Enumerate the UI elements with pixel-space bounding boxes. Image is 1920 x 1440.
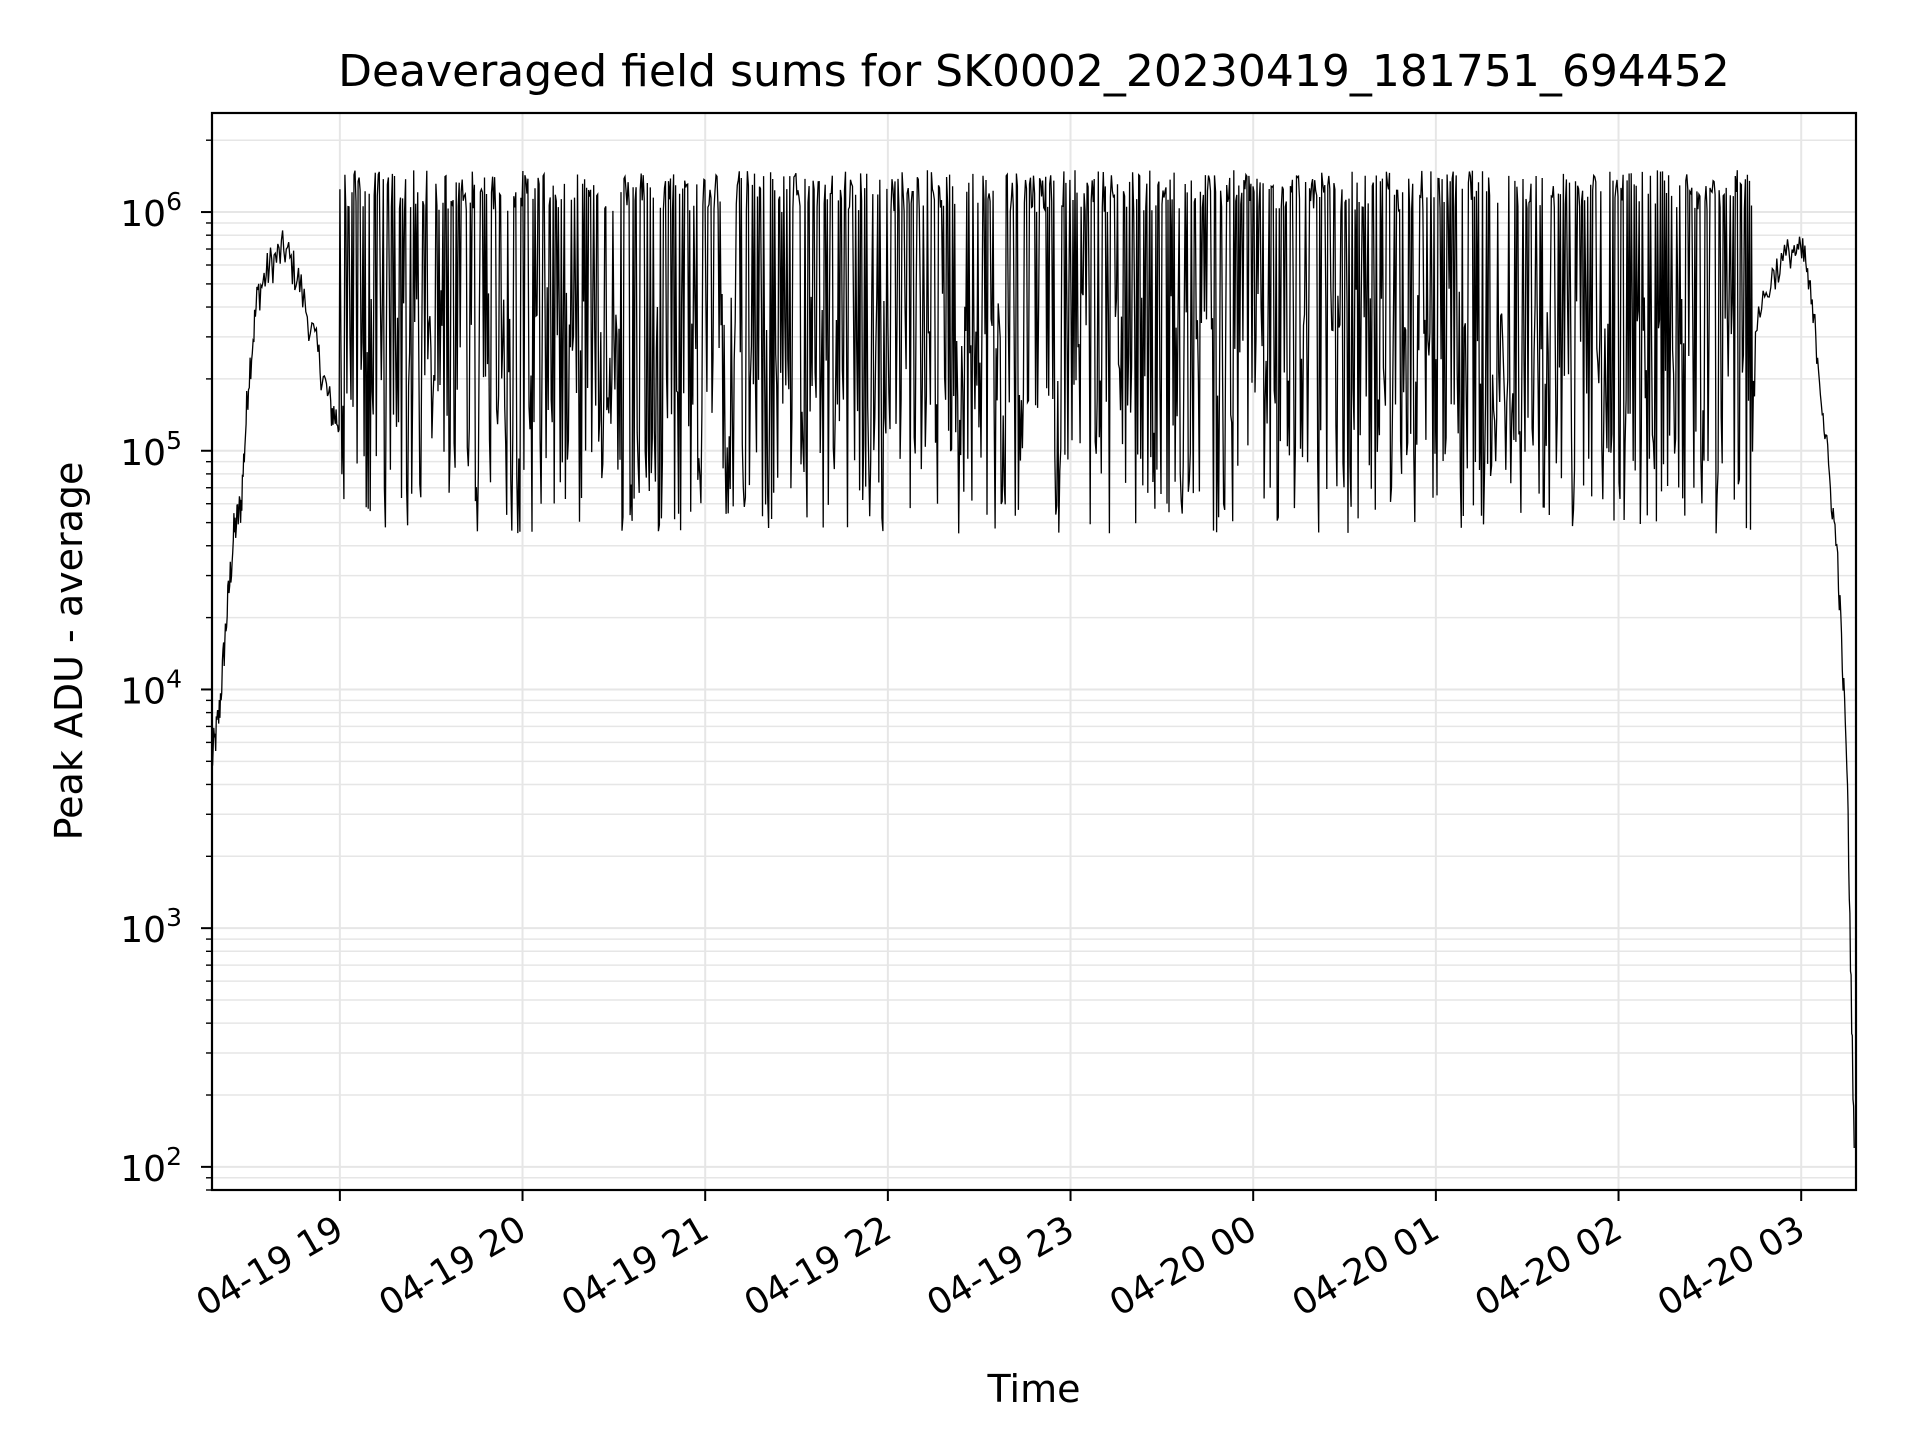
- grid: [212, 113, 1856, 1191]
- x-axis-label: Time: [987, 1367, 1081, 1411]
- series-group: [211, 170, 1855, 1149]
- x-tick-label: 04-20 03: [1651, 1208, 1812, 1324]
- x-axis: 04-19 19 04-19 20 04-19 21 04-19 22 04-19 23…: [190, 1190, 1812, 1325]
- plot-area-frame: [210, 111, 1858, 1192]
- x-tick-label: 04-20 01: [1286, 1208, 1447, 1324]
- y-tick-label: 103: [120, 903, 182, 951]
- y-axis: 102 103 104 105 106: [120, 139, 212, 1191]
- y-tick-label: 104: [120, 664, 182, 712]
- x-tick-label: 04-19 21: [555, 1208, 716, 1324]
- x-tick-label: 04-19 22: [738, 1208, 899, 1324]
- x-tick-label: 04-19 19: [190, 1208, 351, 1324]
- x-tick-label: 04-20 00: [1103, 1208, 1264, 1324]
- y-tick-label: 102: [120, 1142, 182, 1190]
- chart-title: Deaveraged field sums for SK0002_2023041…: [338, 46, 1730, 97]
- series-line: [211, 170, 1855, 1149]
- y-tick-label: 106: [120, 187, 182, 235]
- y-axis-label: Peak ADU - average: [47, 462, 91, 841]
- x-tick-label: 04-20 02: [1468, 1208, 1629, 1324]
- x-tick-label: 04-19 20: [372, 1208, 533, 1324]
- y-tick-label: 105: [120, 426, 182, 474]
- x-tick-label: 04-19 23: [920, 1208, 1081, 1324]
